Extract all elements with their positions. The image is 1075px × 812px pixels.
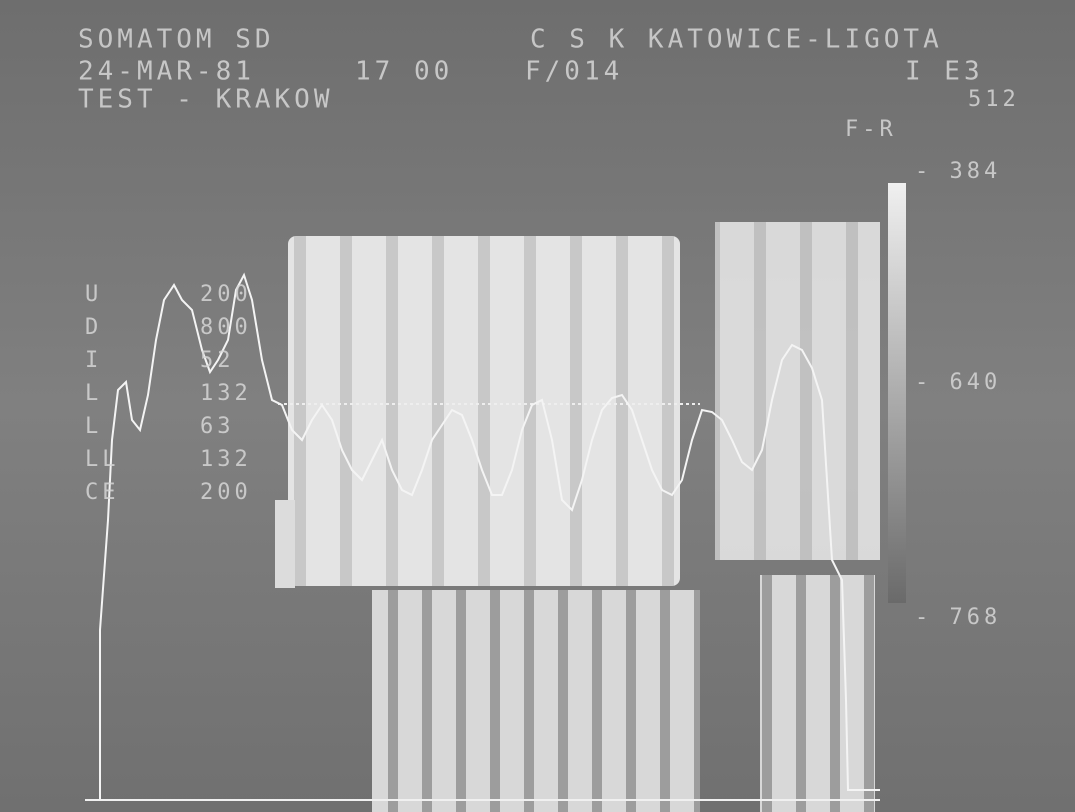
- top-value: 512: [968, 87, 1020, 112]
- parameter-value: 200: [200, 480, 252, 505]
- study-name: TEST - KRAKOW: [78, 85, 334, 115]
- parameter-label: L: [85, 414, 102, 439]
- system-name: SOMATOM SD: [78, 25, 275, 55]
- parameter-value: 63: [200, 414, 235, 439]
- mode: F-R: [845, 117, 897, 142]
- parameter-value: 132: [200, 381, 252, 406]
- monitor-screen: SOMATOM SD C S K KATOWICE-LIGOTA 24-MAR-…: [0, 0, 1075, 812]
- site-name: C S K KATOWICE-LIGOTA: [530, 25, 943, 55]
- gray-scale-bar: [888, 183, 906, 603]
- parameter-value: 52: [200, 348, 235, 373]
- parameter-label: I: [85, 348, 102, 373]
- parameter-label: U: [85, 282, 102, 307]
- parameter-value: 800: [200, 315, 252, 340]
- parameter-value: 200: [200, 282, 252, 307]
- image-panel: [288, 236, 680, 586]
- parameter-label: L: [85, 381, 102, 406]
- image-panel: [275, 500, 295, 588]
- parameter-label: LL: [85, 447, 120, 472]
- time: 17 00: [355, 57, 453, 87]
- image-panel: [760, 575, 875, 812]
- scale-label: - 768: [915, 605, 1001, 630]
- image-panel: [372, 590, 700, 812]
- parameter-label: CE: [85, 480, 120, 505]
- image-panel: [715, 222, 880, 560]
- frame: F/014: [525, 57, 623, 87]
- parameter-value: 132: [200, 447, 252, 472]
- date: 24-MAR-81: [78, 57, 255, 87]
- scale-label: - 384: [915, 159, 1001, 184]
- scale-label: - 640: [915, 370, 1001, 395]
- index: I E3: [905, 57, 984, 87]
- parameter-label: D: [85, 315, 102, 340]
